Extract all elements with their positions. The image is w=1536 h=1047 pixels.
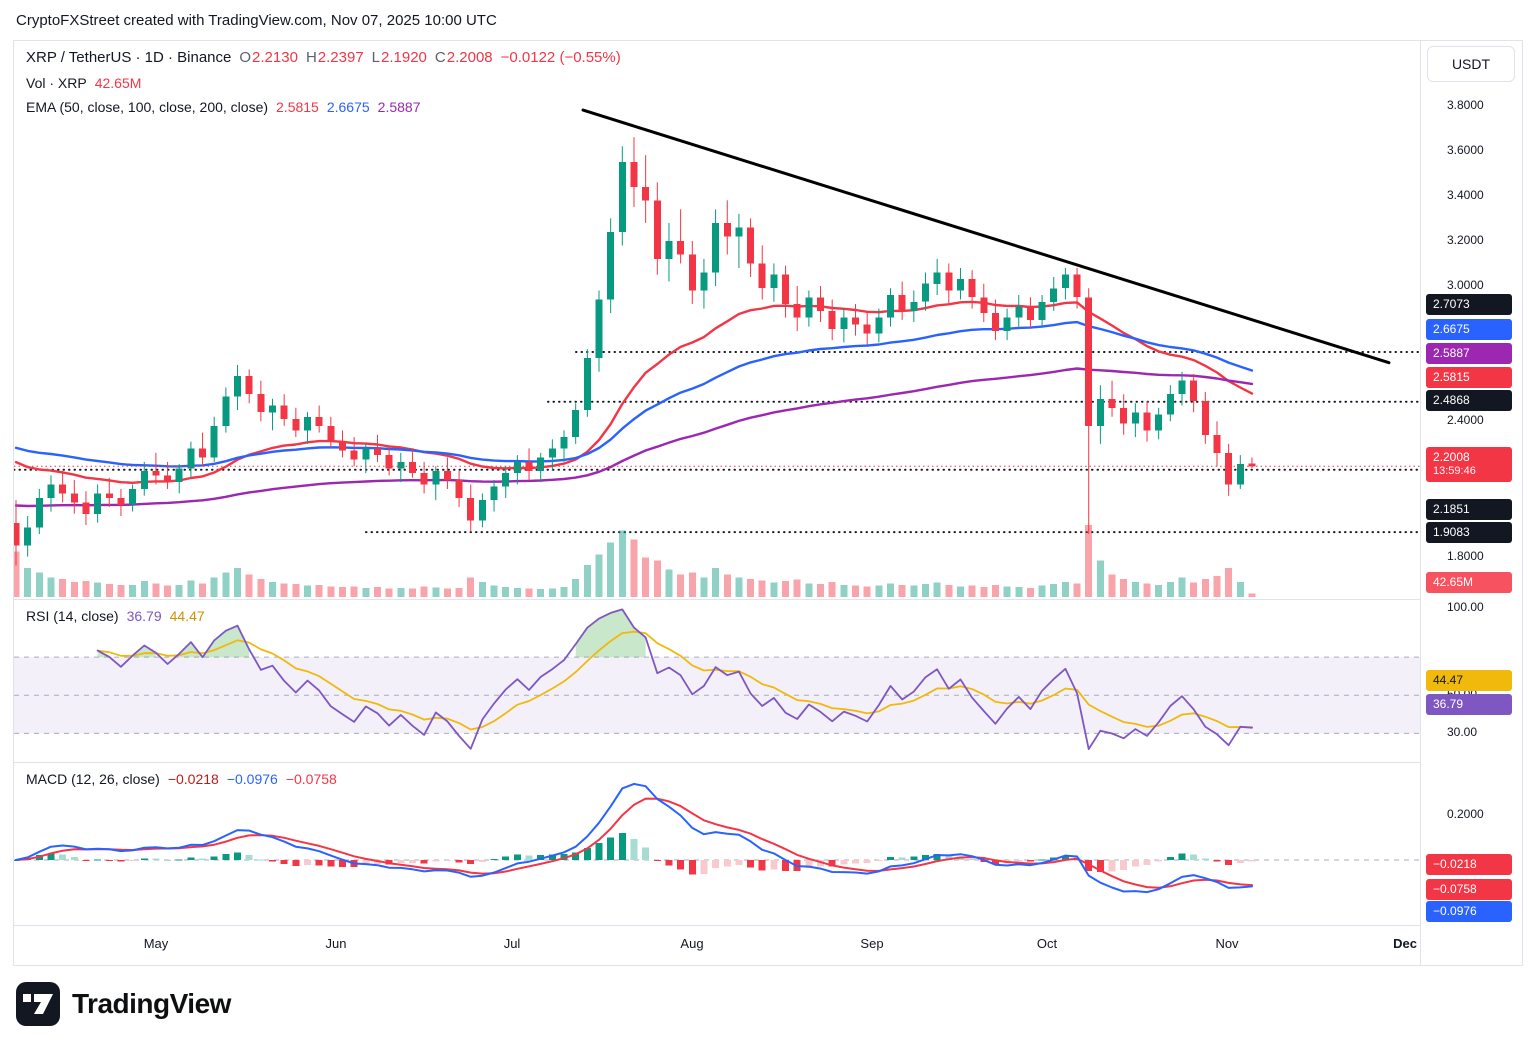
high-label: H — [305, 49, 317, 66]
time-axis-label: May — [143, 936, 169, 951]
macd-hist-value: −0.0218 — [167, 771, 219, 787]
axis-tick: 3.8000 — [1447, 98, 1484, 112]
axis-badge: −0.0976 — [1426, 901, 1512, 922]
volume-legend: Vol · XRP 42.65M — [26, 75, 141, 91]
attribution-text: CryptoFXStreet created with TradingView.… — [16, 11, 497, 29]
axis-tick: 0.2000 — [1447, 807, 1484, 821]
time-axis-label: Jun — [325, 936, 347, 951]
rsi-value: 36.79 — [126, 608, 162, 624]
countdown-timer: 13:59:46 — [1433, 465, 1476, 477]
price-chart[interactable] — [14, 41, 1420, 599]
tradingview-logo-link[interactable]: TradingView — [16, 982, 231, 1026]
volume-value: 42.65M — [94, 75, 142, 91]
ema-legend: EMA (50, close, 100, close, 200, close) … — [26, 99, 421, 115]
axis-tick: 3.0000 — [1447, 278, 1484, 292]
pane-divider[interactable] — [14, 762, 1420, 763]
rsi-legend: RSI (14, close) 36.79 44.47 — [26, 608, 205, 624]
symbol-title: XRP / TetherUS · 1D · Binance — [26, 49, 232, 66]
rsi-label: RSI (14, close) — [26, 608, 119, 624]
axis-badge: −0.0218 — [1426, 854, 1512, 875]
axis-badge: 2.1851 — [1426, 499, 1512, 520]
macd-label: MACD (12, 26, close) — [26, 771, 160, 787]
axis-tick: 3.6000 — [1447, 143, 1484, 157]
close-label: C — [434, 49, 446, 66]
pane-divider[interactable] — [14, 599, 1420, 600]
axis-badge: 2.5815 — [1426, 367, 1512, 388]
axis-tick: 1.8000 — [1447, 549, 1484, 563]
rsi-chart[interactable] — [14, 600, 1420, 762]
axis-badge: 42.65M — [1426, 572, 1512, 593]
time-axis[interactable]: May Jun Jul Aug Sep Oct Nov Dec — [14, 925, 1420, 966]
attribution-bar: CryptoFXStreet created with TradingView.… — [0, 0, 1536, 40]
low-label: L — [371, 49, 381, 66]
macd-chart[interactable] — [14, 763, 1420, 925]
axis-badge: 2.5887 — [1426, 343, 1512, 364]
axis-divider — [1420, 41, 1421, 965]
macd-signal-value: −0.0758 — [285, 771, 337, 787]
axis-tick: 2.4000 — [1447, 413, 1484, 427]
time-axis-label: Jul — [503, 936, 521, 951]
time-axis-label: Nov — [1215, 936, 1239, 951]
price-axis[interactable]: USDT 3.8000 3.6000 3.4000 3.2000 3.0000 2.400… — [1421, 41, 1522, 965]
currency-toggle-button[interactable]: USDT — [1427, 46, 1515, 82]
time-axis-label: Sep — [860, 936, 884, 951]
ema50-value: 2.5815 — [276, 99, 319, 115]
current-price-badge: 2.2008 13:59:46 — [1426, 447, 1512, 482]
ema-label: EMA (50, close, 100, close, 200, close) — [26, 99, 269, 115]
open-value: 2.2130 — [252, 49, 298, 66]
tradingview-wordmark: TradingView — [72, 988, 231, 1019]
change-value: −0.0122 (−0.55%) — [500, 49, 621, 66]
axis-badge: −0.0758 — [1426, 879, 1512, 900]
currency-label: USDT — [1451, 56, 1491, 72]
time-axis-label: Aug — [680, 936, 704, 951]
time-axis-label: Oct — [1036, 936, 1058, 951]
axis-tick: 3.2000 — [1447, 233, 1484, 247]
macd-legend: MACD (12, 26, close) −0.0218 −0.0976 −0.… — [26, 771, 337, 787]
rsi-ma-value: 44.47 — [169, 608, 205, 624]
chart-frame: May Jun Jul Aug Sep Oct Nov Dec USDT 3.8000 3.60… — [13, 40, 1523, 966]
ema200-value: 2.5887 — [377, 99, 421, 115]
macd-value: −0.0976 — [226, 771, 278, 787]
axis-tick: 3.4000 — [1447, 188, 1484, 202]
axis-badge: 1.9083 — [1426, 522, 1512, 543]
low-value: 2.1920 — [381, 49, 427, 66]
ema100-value: 2.6675 — [326, 99, 370, 115]
axis-tick: 100.00 — [1447, 600, 1484, 614]
volume-label: Vol · XRP — [26, 75, 87, 91]
axis-badge: 2.6675 — [1426, 319, 1512, 340]
axis-tick: 30.00 — [1447, 725, 1478, 739]
open-label: O — [239, 49, 252, 66]
time-axis-label: Dec — [1393, 936, 1417, 951]
axis-badge: 44.47 — [1426, 670, 1512, 691]
axis-badge: 36.79 — [1426, 694, 1512, 715]
tradingview-icon — [16, 982, 60, 1026]
axis-badge: 2.4868 — [1426, 390, 1512, 411]
close-value: 2.2008 — [446, 49, 493, 66]
high-value: 2.2397 — [317, 49, 364, 66]
axis-badge: 2.7073 — [1426, 294, 1512, 315]
